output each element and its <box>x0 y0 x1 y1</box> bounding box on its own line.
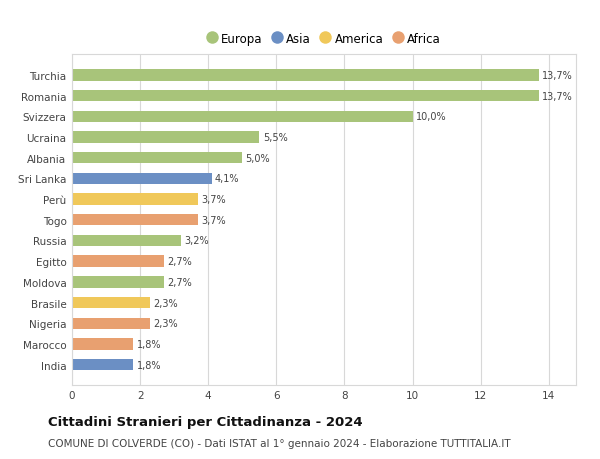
Bar <box>72 256 164 267</box>
Bar <box>72 235 181 246</box>
Bar <box>72 277 164 288</box>
Text: 4,1%: 4,1% <box>215 174 239 184</box>
Text: 5,5%: 5,5% <box>263 133 287 143</box>
Legend: Europa, Asia, America, Africa: Europa, Asia, America, Africa <box>202 28 446 50</box>
Bar <box>72 153 242 164</box>
Text: 2,7%: 2,7% <box>167 277 192 287</box>
Bar <box>72 112 413 123</box>
Bar <box>72 318 151 329</box>
Bar <box>72 339 133 350</box>
Bar <box>72 297 151 308</box>
Bar <box>72 174 212 185</box>
Text: 3,7%: 3,7% <box>202 195 226 205</box>
Text: 1,8%: 1,8% <box>137 339 161 349</box>
Text: 2,3%: 2,3% <box>154 319 178 329</box>
Text: 3,2%: 3,2% <box>184 236 209 246</box>
Bar <box>72 132 259 143</box>
Bar <box>72 70 539 81</box>
Bar <box>72 359 133 370</box>
Text: 2,3%: 2,3% <box>154 298 178 308</box>
Text: 13,7%: 13,7% <box>542 71 572 81</box>
Text: 1,8%: 1,8% <box>137 360 161 370</box>
Text: Cittadini Stranieri per Cittadinanza - 2024: Cittadini Stranieri per Cittadinanza - 2… <box>48 415 362 428</box>
Text: COMUNE DI COLVERDE (CO) - Dati ISTAT al 1° gennaio 2024 - Elaborazione TUTTITALI: COMUNE DI COLVERDE (CO) - Dati ISTAT al … <box>48 438 511 448</box>
Text: 5,0%: 5,0% <box>245 153 271 163</box>
Text: 3,7%: 3,7% <box>202 215 226 225</box>
Bar <box>72 215 198 226</box>
Text: 2,7%: 2,7% <box>167 257 192 267</box>
Bar <box>72 194 198 205</box>
Bar <box>72 91 539 102</box>
Text: 10,0%: 10,0% <box>416 112 446 122</box>
Text: 13,7%: 13,7% <box>542 91 572 101</box>
